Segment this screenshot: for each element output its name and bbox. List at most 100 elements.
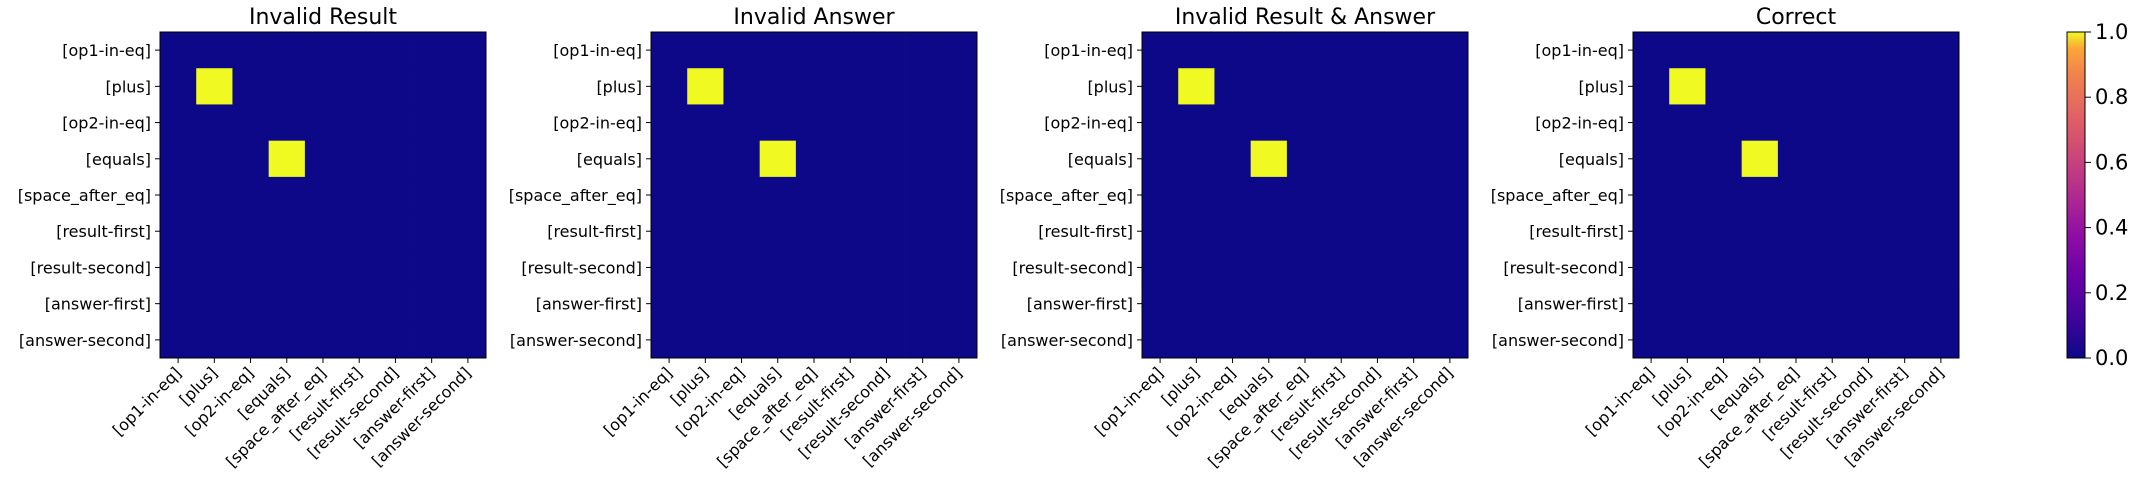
x-tick-label: [op1-in-eq]: [1582, 363, 1658, 439]
y-tick-label: [op2-in-eq]: [553, 114, 642, 133]
y-tick-label: [op2-in-eq]: [62, 114, 151, 133]
heatmap-cell: [1359, 213, 1396, 250]
heatmap-cell: [1359, 32, 1396, 69]
heatmap-cell: [1323, 68, 1360, 105]
heatmap-cell: [795, 249, 833, 286]
heatmap-cell: [1741, 249, 1779, 286]
heatmap-cell: [1214, 104, 1252, 142]
heatmap-cell: [1359, 321, 1396, 359]
heatmap-cell: [160, 249, 197, 286]
heatmap-cell: [904, 213, 942, 250]
y-tick-label: [plus]: [1578, 77, 1624, 96]
heatmap-cell: [1142, 176, 1179, 214]
heatmap-cell: [1814, 176, 1851, 214]
y-tick-label: [answer-first]: [45, 295, 151, 314]
heatmap-cell: [904, 32, 942, 69]
heatmap-cell: [940, 68, 978, 105]
heatmap-cell: [832, 68, 869, 105]
heatmap-cell: [1142, 285, 1179, 323]
heatmap-cell: [413, 140, 451, 178]
heatmap-cell: [1777, 68, 1815, 105]
colorbar-tick-label: 1.0: [2095, 20, 2128, 44]
heatmap-cell: [1741, 285, 1779, 323]
heatmap-cell: [687, 140, 724, 178]
colorbar-tick-label: 0.4: [2095, 216, 2128, 240]
colorbar-tick-label: 0.0: [2095, 346, 2128, 370]
heatmap-cell: [723, 140, 761, 178]
heatmap-cell: [1431, 140, 1469, 178]
heatmap-cell: [304, 68, 342, 105]
heatmap-cell: [832, 104, 869, 142]
heatmap-cell: [1359, 176, 1396, 214]
y-tick-label: [answer-first]: [536, 295, 642, 314]
heatmap-cell: [196, 249, 233, 286]
heatmap-cell: [1741, 140, 1779, 178]
heatmap-cell: [232, 176, 270, 214]
colorbar: 0.0 0.2 0.4 0.6 0.8 1.0: [2066, 20, 2128, 370]
heatmap-cell: [1633, 140, 1670, 178]
heatmap-cell: [1633, 104, 1670, 142]
heatmap-cell: [268, 176, 306, 214]
heatmap-cell: [341, 176, 378, 214]
heatmap-cell: [1359, 68, 1396, 105]
heatmap-panel-4: Correct [op1-in-eq] [plus] [op2-in-eq] [equa…: [1491, 5, 1960, 472]
heatmap-cell: [651, 104, 688, 142]
y-tick-label: [answer-first]: [1518, 295, 1624, 314]
heatmap-cell: [1669, 285, 1706, 323]
heatmap-cell: [341, 140, 378, 178]
heatmap-cell: [1142, 32, 1179, 69]
heatmap-cell: [1431, 176, 1469, 214]
heatmap-cell: [687, 321, 724, 359]
y-tick-label: [space_after_eq]: [18, 186, 151, 206]
heatmap-cell: [377, 140, 414, 178]
heatmap-cell: [341, 104, 378, 142]
heatmap-cell: [449, 140, 487, 178]
heatmap-cell: [868, 285, 905, 323]
heatmap-cell: [1777, 321, 1815, 359]
heatmap-cell: [1814, 285, 1851, 323]
heatmap-cell: [160, 68, 197, 105]
heatmap-cell: [759, 68, 797, 105]
heatmap-cell: [268, 285, 306, 323]
heatmap-cell: [795, 321, 833, 359]
heatmap-cell: [341, 285, 378, 323]
y-tick-label: [op2-in-eq]: [1535, 114, 1624, 133]
heatmap-cell: [1669, 321, 1706, 359]
heatmap-cell: [1669, 32, 1706, 69]
heatmap-cell: [1705, 285, 1743, 323]
heatmap-cell: [160, 176, 197, 214]
heatmap-cell: [868, 104, 905, 142]
colorbar-tick-label: 0.6: [2095, 150, 2128, 174]
y-tick-label: [space_after_eq]: [509, 186, 642, 206]
heatmap-cell: [904, 321, 942, 359]
heatmap-cell: [1250, 249, 1288, 286]
heatmap-cell: [723, 213, 761, 250]
heatmap-cell: [268, 104, 306, 142]
heatmap-cell: [1633, 321, 1670, 359]
heatmap-cell: [1814, 140, 1851, 178]
heatmap-cell: [1286, 140, 1324, 178]
heatmap-cell: [1250, 32, 1288, 69]
heatmap-cell: [196, 285, 233, 323]
heatmap-cell: [832, 213, 869, 250]
heatmap-cell: [723, 32, 761, 69]
heatmap-cell: [413, 249, 451, 286]
heatmap-cell: [651, 285, 688, 323]
heatmap-cell: [449, 104, 487, 142]
heatmap-cell: [1323, 140, 1360, 178]
heatmap-cell: [832, 140, 869, 178]
heatmap-cell: [1705, 140, 1743, 178]
heatmap-cell: [1741, 213, 1779, 250]
heatmap-cell: [377, 321, 414, 359]
heatmap-cell: [1142, 249, 1179, 286]
heatmap-cell: [1214, 285, 1252, 323]
heatmap-cell: [1669, 213, 1706, 250]
heatmap-cell: [304, 140, 342, 178]
y-tick-label: [op2-in-eq]: [1044, 114, 1133, 133]
panel-title: Correct: [1756, 5, 1837, 30]
heatmap-cell: [687, 32, 724, 69]
heatmap-cell: [868, 321, 905, 359]
heatmap-cell: [1395, 140, 1433, 178]
heatmap-cell: [1886, 140, 1924, 178]
heatmap-cell: [1633, 213, 1670, 250]
